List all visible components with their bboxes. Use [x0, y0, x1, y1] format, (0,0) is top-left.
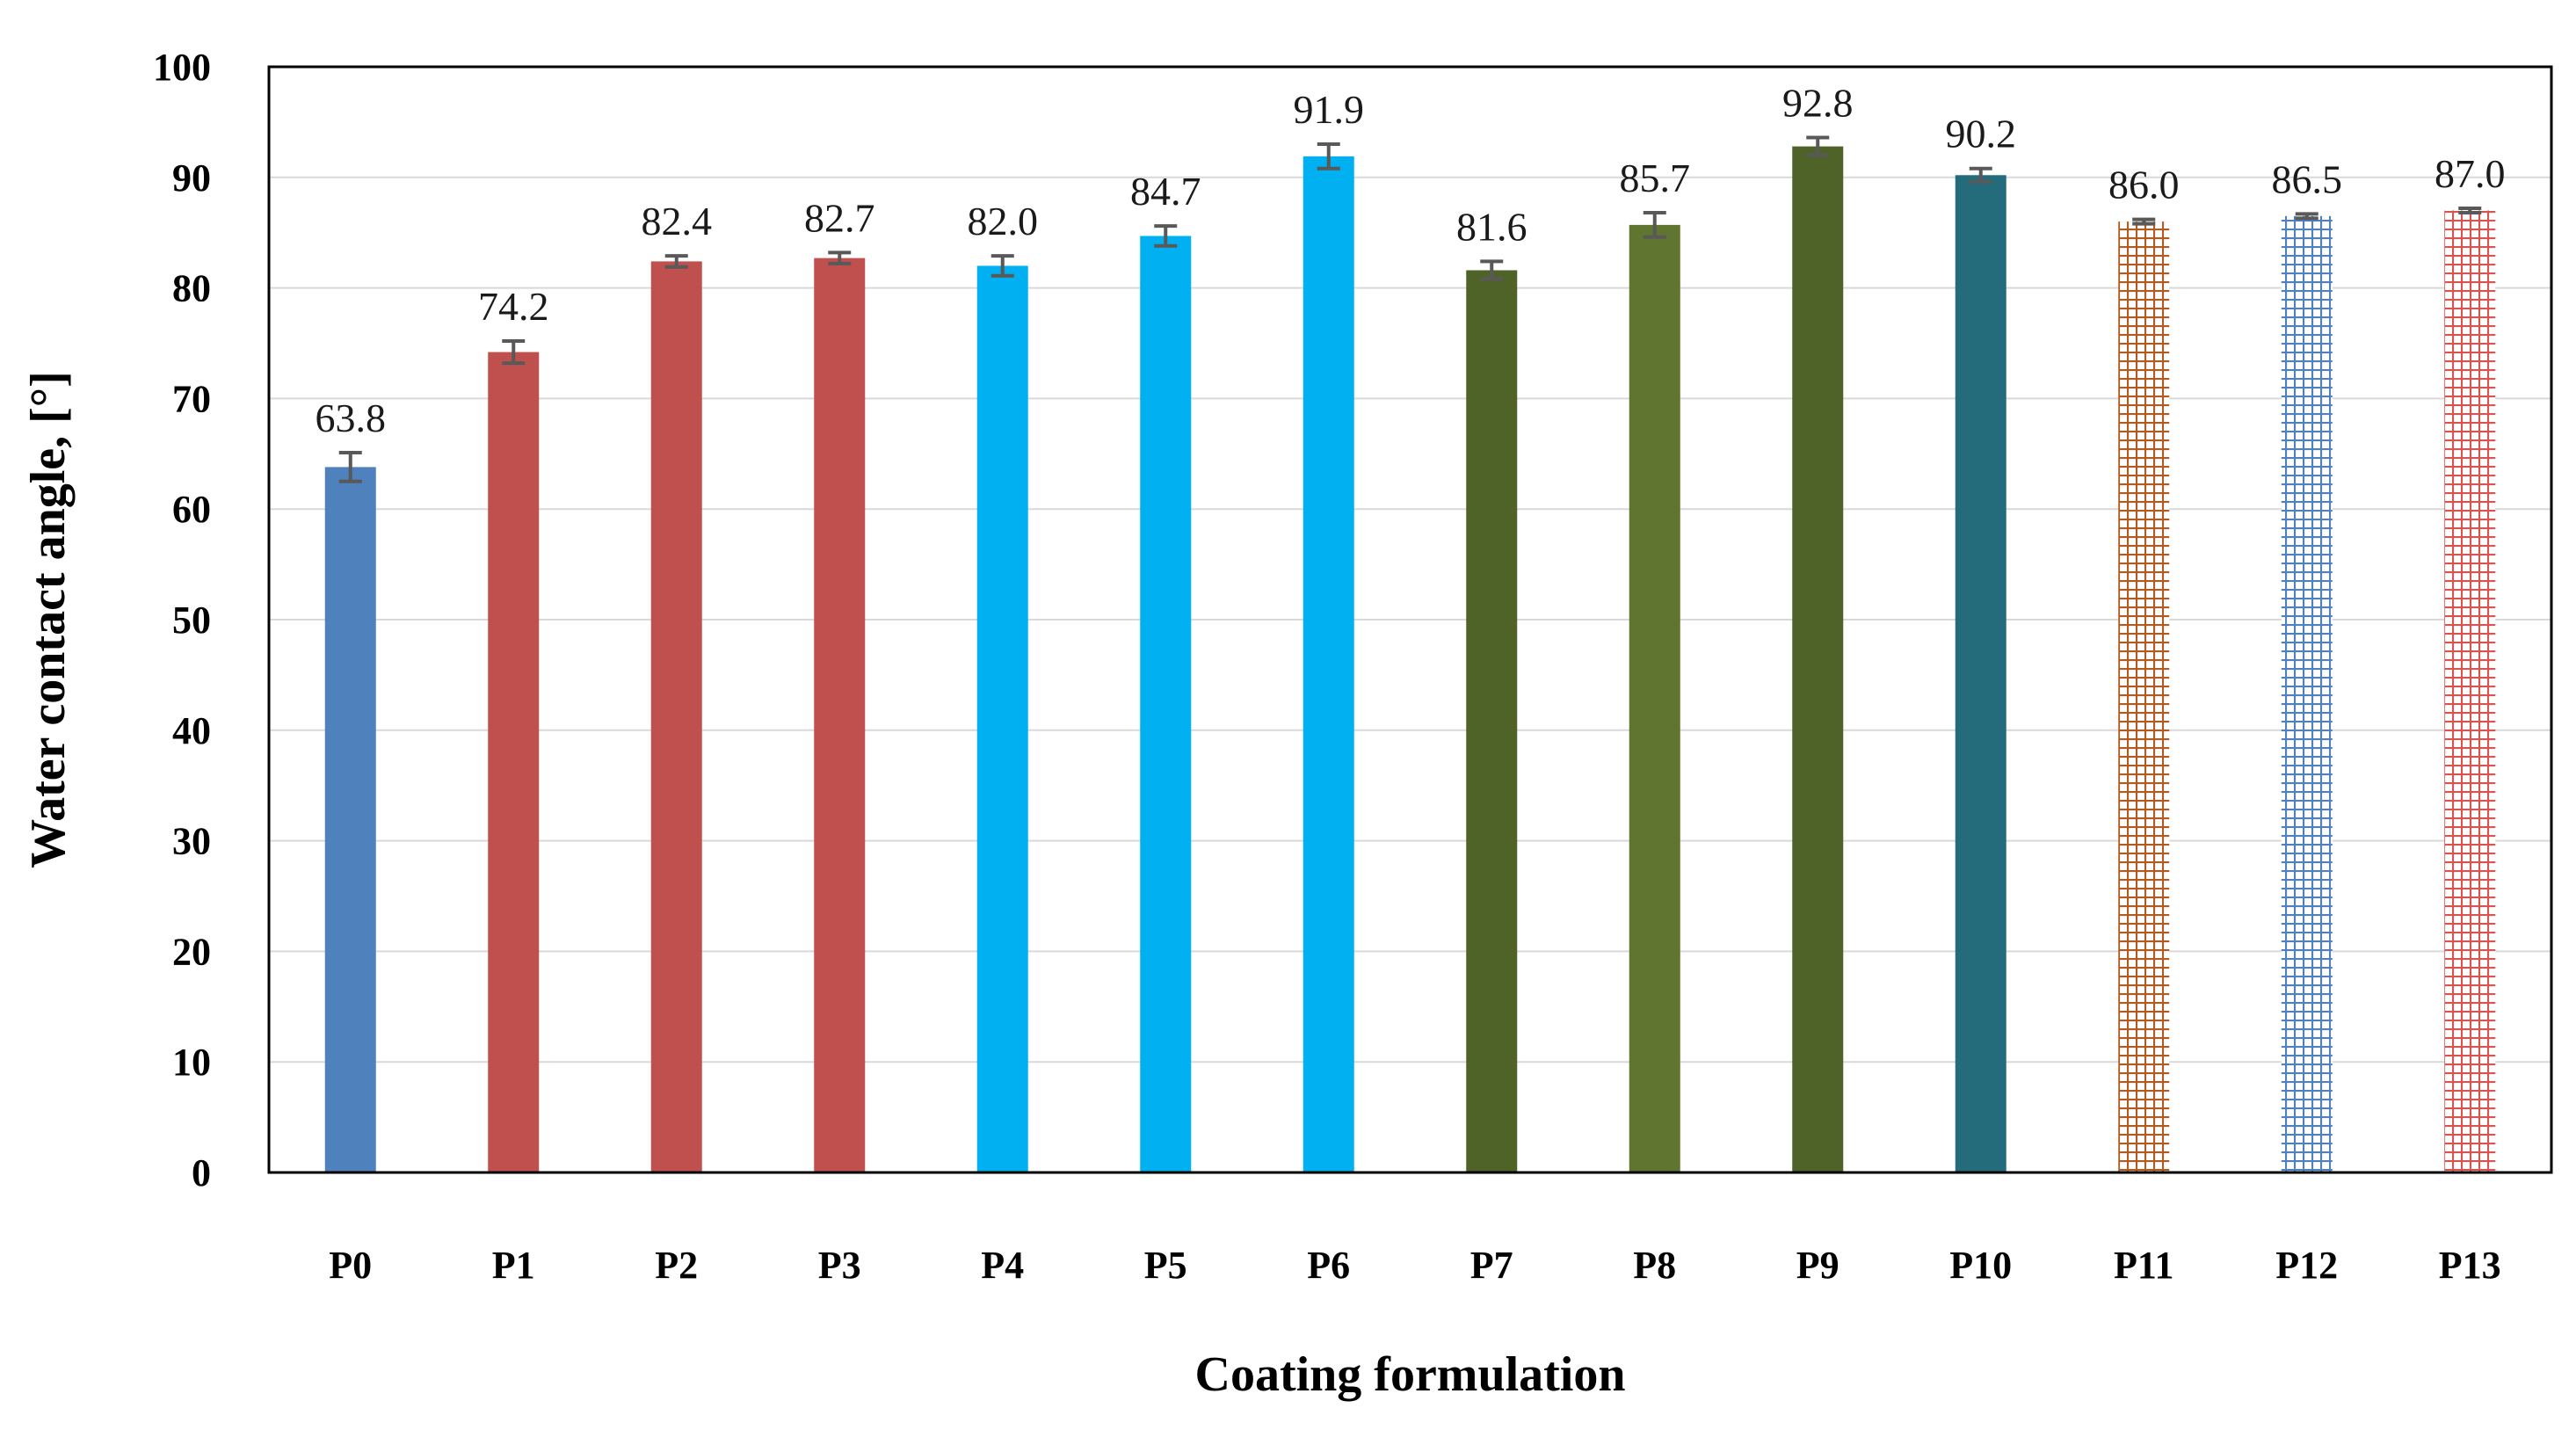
- x-tick-label-p12: P12: [2275, 1244, 2338, 1287]
- x-tick-label-p11: P11: [2114, 1244, 2173, 1287]
- x-tick-label-p10: P10: [1949, 1244, 2012, 1287]
- error-bar-p11: [2132, 217, 2156, 226]
- bar-p9: [1792, 146, 1844, 1172]
- error-bar-p2: [664, 254, 688, 269]
- data-label-p12: 86.5: [2272, 156, 2343, 201]
- bar-p13: [2444, 210, 2496, 1172]
- error-bar-p7: [1480, 259, 1504, 281]
- error-bar-p9: [1806, 135, 1830, 157]
- error-bar-p3: [828, 250, 852, 265]
- data-label-p9: 92.8: [1782, 81, 1854, 126]
- data-label-p0: 63.8: [316, 396, 387, 440]
- error-bar-p5: [1154, 224, 1178, 248]
- y-tick-label: 10: [172, 1041, 211, 1084]
- y-tick-label: 40: [172, 709, 211, 752]
- data-label-p10: 90.2: [1946, 112, 2017, 156]
- x-axis-title: Coating formulation: [1195, 1347, 1626, 1402]
- x-tick-label-p0: P0: [329, 1244, 372, 1287]
- error-bar-p6: [1317, 142, 1340, 171]
- error-bar-p4: [990, 254, 1014, 278]
- y-tick-labels: 0 10 20 30 40 50 60 70 80 90 100: [153, 46, 211, 1194]
- y-tick-label: 80: [172, 267, 211, 310]
- y-tick-label: 20: [172, 930, 211, 973]
- y-tick-label: 30: [172, 820, 211, 863]
- data-labels: 63.8 74.2 82.4 82.7 82.0 84.7 91.9 81.6 85.7 92.8…: [316, 81, 2506, 441]
- error-bar-p8: [1643, 211, 1666, 239]
- y-axis-title: Water contact angle, [°]: [21, 371, 76, 868]
- y-tick-label: 0: [192, 1151, 211, 1194]
- grid-lines: [269, 176, 2551, 1063]
- data-label-p3: 82.7: [804, 195, 875, 240]
- bar-p6: [1303, 156, 1354, 1173]
- bar-p8: [1629, 224, 1680, 1172]
- x-tick-label-p1: P1: [492, 1244, 535, 1287]
- data-label-p13: 87.0: [2435, 151, 2506, 196]
- data-label-p6: 91.9: [1294, 87, 1365, 132]
- x-tick-label-p9: P9: [1796, 1244, 1839, 1287]
- bar-p12: [2281, 215, 2333, 1173]
- y-tick-label: 60: [172, 488, 211, 531]
- bars: [324, 146, 2496, 1173]
- data-label-p8: 85.7: [1620, 156, 1691, 200]
- bar-p7: [1466, 270, 1518, 1173]
- data-label-p7: 81.6: [1456, 204, 1527, 249]
- error-bar-p13: [2458, 207, 2482, 215]
- x-tick-label-p8: P8: [1633, 1244, 1676, 1287]
- bar-p4: [976, 265, 1028, 1173]
- x-tick-label-p5: P5: [1144, 1244, 1187, 1287]
- error-bar-p0: [338, 451, 362, 483]
- x-tick-label-p3: P3: [818, 1244, 861, 1287]
- y-tick-label: 100: [153, 46, 211, 89]
- data-label-p4: 82.0: [968, 199, 1039, 243]
- error-bars: [338, 135, 2482, 483]
- bar-p2: [650, 261, 702, 1173]
- x-tick-label-p13: P13: [2439, 1244, 2501, 1287]
- data-label-p5: 84.7: [1130, 169, 1201, 214]
- data-label-p2: 82.4: [642, 199, 713, 243]
- bar-p10: [1955, 175, 2006, 1173]
- y-tick-label: 70: [172, 377, 211, 420]
- bar-p1: [488, 352, 540, 1173]
- bar-p5: [1140, 236, 1192, 1172]
- error-bar-p12: [2295, 212, 2318, 221]
- x-tick-label-p4: P4: [981, 1244, 1024, 1287]
- bar-p11: [2118, 221, 2170, 1172]
- x-tick-label-p7: P7: [1470, 1244, 1513, 1287]
- data-label-p11: 86.0: [2108, 163, 2180, 207]
- error-bar-p1: [502, 338, 526, 366]
- x-tick-labels: P0 P1 P2 P3 P4 P5 P6 P7 P8 P9 P10 P11 P12 P13: [329, 1244, 2500, 1287]
- data-label-p1: 74.2: [478, 284, 549, 329]
- bar-p3: [814, 258, 866, 1172]
- error-bar-p10: [1969, 166, 1992, 184]
- x-tick-label-p2: P2: [655, 1244, 698, 1287]
- x-tick-label-p6: P6: [1307, 1244, 1350, 1287]
- bar-p0: [324, 467, 376, 1172]
- plot-area-frame: [267, 65, 2553, 1174]
- y-tick-label: 90: [172, 156, 211, 200]
- y-tick-label: 50: [172, 599, 211, 642]
